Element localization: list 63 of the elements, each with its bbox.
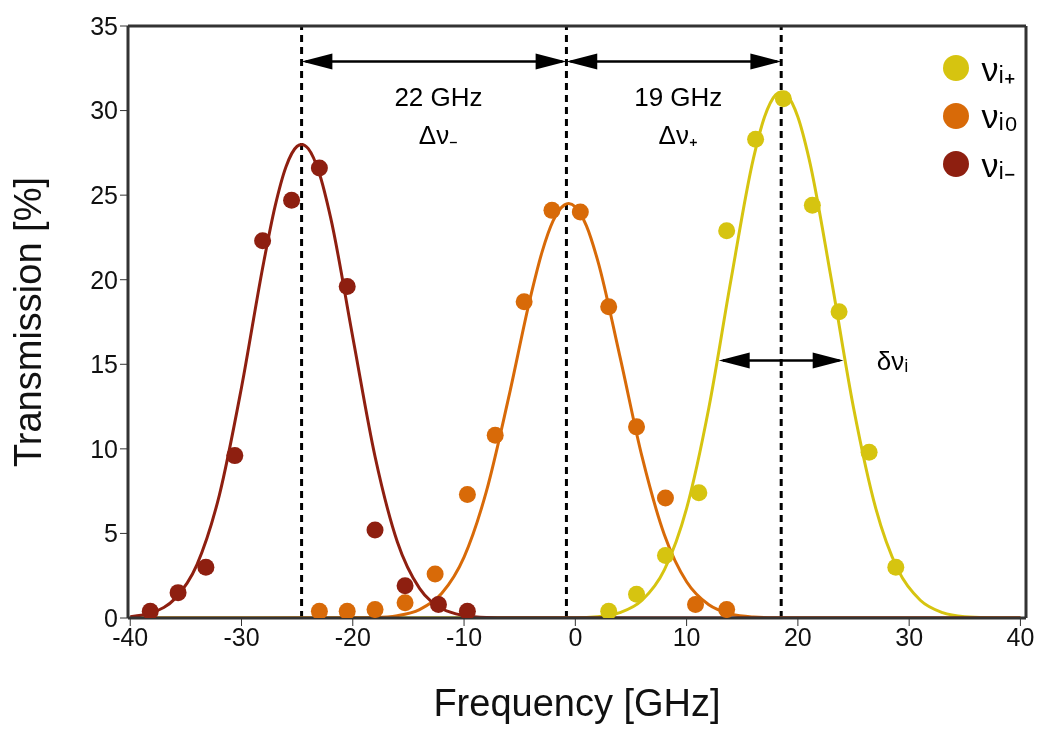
point: [458, 486, 476, 504]
annotation: 22 GHz: [394, 82, 483, 113]
annotation: Δν₋: [418, 119, 459, 150]
point: [656, 546, 674, 564]
point: [396, 594, 414, 612]
point: [887, 558, 905, 576]
point: [718, 601, 736, 618]
annotation: δνᵢ: [876, 345, 909, 376]
point: [860, 443, 878, 461]
x-tick-label: 20: [783, 622, 812, 651]
point: [310, 602, 328, 618]
point: [338, 277, 356, 295]
y-tick-label: 5: [104, 519, 118, 548]
point: [486, 426, 504, 444]
x-tick-label: 10: [672, 622, 701, 651]
point: [628, 418, 646, 436]
point: [338, 602, 356, 618]
x-tick-label: -20: [334, 622, 371, 651]
annotation: 19 GHz: [634, 82, 723, 113]
point: [429, 595, 447, 613]
legend-label: νᵢ₋: [981, 145, 1015, 186]
y-axis-title: Transmission [%]: [7, 177, 50, 467]
annotation: Δν₊: [658, 119, 698, 150]
x-tick-label: 30: [895, 622, 924, 651]
y-tick-label: 30: [90, 96, 118, 125]
point: [515, 293, 533, 311]
point: [687, 595, 705, 613]
x-tick-label: 0: [568, 622, 583, 651]
point: [169, 584, 187, 602]
point: [396, 577, 414, 595]
point: [774, 90, 792, 108]
point: [197, 558, 215, 576]
y-tick-label: 15: [90, 350, 118, 379]
point: [718, 222, 736, 240]
point: [458, 602, 476, 618]
point: [803, 196, 821, 214]
point: [656, 489, 674, 507]
point: [747, 130, 765, 148]
point: [366, 521, 384, 539]
point: [543, 201, 561, 219]
point: [600, 602, 618, 618]
x-tick-label: -10: [445, 622, 483, 651]
point: [426, 565, 444, 583]
x-axis-title: Frequency [GHz]: [433, 682, 721, 724]
legend-label: νᵢ₊: [981, 49, 1015, 90]
point: [830, 303, 848, 321]
x-tick-label: 40: [1006, 622, 1035, 651]
legend-label: νᵢ₀: [981, 96, 1018, 136]
y-tick-label: 10: [90, 434, 118, 463]
point: [628, 585, 646, 603]
y-tick-label: 35: [90, 11, 118, 40]
y-tick-label: 20: [90, 265, 118, 294]
point: [310, 159, 328, 177]
point: [690, 484, 708, 502]
point: [254, 232, 272, 250]
point: [141, 602, 159, 618]
point: [283, 191, 301, 209]
x-tick-label: -30: [223, 622, 260, 651]
point: [366, 601, 384, 618]
point: [571, 203, 589, 221]
point: [600, 298, 618, 316]
point: [226, 447, 244, 465]
y-tick-label: 25: [90, 181, 118, 210]
